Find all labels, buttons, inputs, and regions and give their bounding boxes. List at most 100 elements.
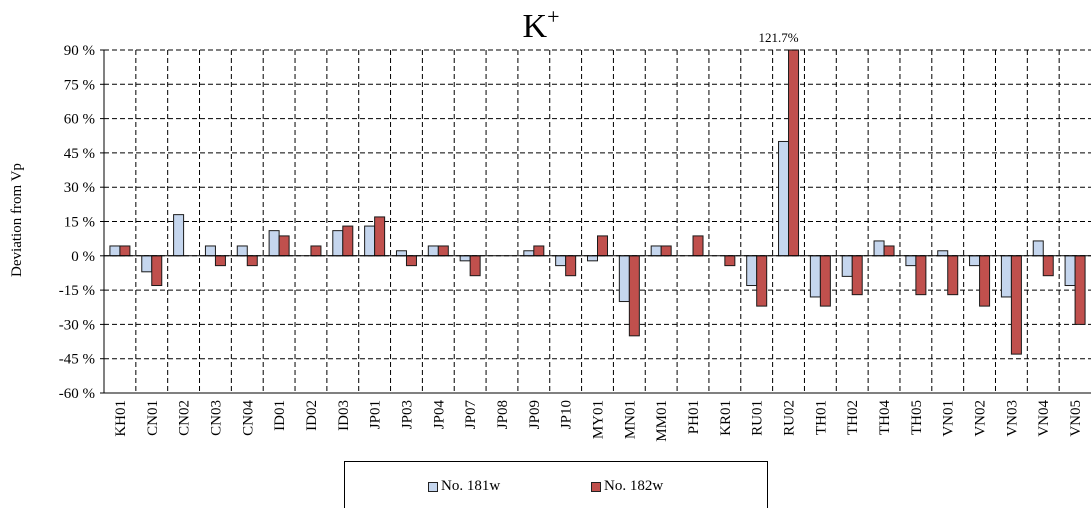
x-tick-label: PH01	[686, 400, 702, 434]
x-tick-label: VN01	[941, 400, 957, 437]
bar	[650, 245, 662, 257]
bar	[969, 255, 981, 267]
y-tick-label: 30 %	[64, 180, 95, 196]
x-tick-label: JP08	[495, 400, 511, 429]
chart-title: K+	[523, 4, 560, 45]
bar	[469, 255, 481, 277]
bar	[819, 255, 831, 307]
grid	[104, 49, 1091, 393]
legend: No. 181w No. 182w	[344, 461, 768, 508]
bar	[1032, 240, 1044, 257]
x-tick-label: KH01	[113, 400, 129, 437]
y-tick-label: 90 %	[64, 43, 95, 59]
bar	[618, 255, 630, 303]
labels: -60 % -45 % -30 % -15 % 0 % 15 % 30 % 45 % 60 % 7…	[59, 30, 1084, 442]
legend-label-182w: No. 182w	[604, 478, 664, 494]
data-label-annotation: 121.7%	[758, 30, 798, 45]
x-tick-label: MN01	[622, 400, 638, 439]
bar	[236, 245, 248, 257]
x-tick-label: TH01	[813, 400, 829, 435]
bar	[883, 245, 895, 257]
x-tick-label: VN04	[1036, 400, 1052, 437]
bars	[109, 49, 1086, 355]
x-tick-label: KR01	[718, 400, 734, 436]
bar	[915, 255, 927, 296]
bar	[204, 245, 216, 257]
bar	[1042, 255, 1054, 277]
bar	[109, 245, 121, 257]
y-tick-label: -60 %	[59, 386, 95, 402]
x-tick-label: CN03	[208, 400, 224, 436]
bar	[1064, 255, 1076, 287]
bar	[756, 255, 768, 307]
bar	[660, 245, 672, 257]
bar	[724, 255, 736, 267]
y-tick-label: 60 %	[64, 112, 95, 128]
x-tick-label: JP03	[399, 400, 415, 429]
legend-item-181w: No. 181w	[428, 478, 500, 495]
x-tick-label: JP09	[527, 400, 543, 429]
x-tick-label: TH02	[845, 400, 861, 435]
x-tick-label: JP10	[559, 400, 575, 429]
bar	[597, 235, 608, 257]
bar	[364, 225, 376, 257]
bar	[1000, 255, 1012, 298]
x-tick-label: CN02	[177, 400, 193, 436]
bar	[310, 245, 322, 257]
bar	[342, 225, 354, 257]
bar	[841, 255, 853, 277]
bar	[278, 235, 290, 257]
x-tick-label: TH05	[909, 400, 925, 435]
bar	[523, 250, 535, 257]
bar	[555, 255, 567, 267]
y-tick-label: -15 %	[59, 283, 95, 299]
bar	[937, 250, 949, 257]
bar	[533, 245, 545, 257]
x-tick-label: MM01	[654, 400, 670, 442]
bar	[214, 255, 226, 267]
x-tick-label: ID01	[272, 400, 288, 431]
x-tick-label: RU01	[750, 400, 766, 436]
y-tick-label: -30 %	[59, 317, 95, 333]
x-tick-label: JP07	[463, 400, 479, 430]
bar	[1010, 255, 1022, 355]
bar	[246, 255, 258, 267]
bar	[851, 255, 863, 296]
bar	[788, 49, 800, 257]
legend-swatch-182w	[591, 481, 601, 492]
y-tick-label: 75 %	[64, 77, 95, 93]
x-tick-label: CN04	[240, 400, 256, 436]
x-tick-label: MY01	[591, 400, 607, 439]
y-tick-label: 15 %	[64, 215, 95, 231]
bar	[628, 255, 640, 337]
x-tick-label: RU02	[782, 400, 798, 436]
x-tick-label: VN02	[973, 400, 989, 437]
y-tick-label: 45 %	[64, 146, 95, 162]
bar	[873, 240, 885, 257]
x-tick-label: VN03	[1004, 400, 1020, 437]
y-tick-label: -45 %	[59, 352, 95, 368]
bar	[809, 255, 821, 298]
bar	[565, 255, 577, 277]
bar	[587, 255, 598, 262]
x-tick-label: JP01	[368, 400, 384, 429]
bar	[692, 235, 704, 257]
bar	[395, 250, 407, 257]
bar	[268, 230, 280, 257]
bar	[151, 255, 163, 287]
y-tick-label: 0 %	[71, 249, 95, 265]
bar	[405, 255, 417, 267]
legend-swatch-181w	[428, 481, 438, 492]
x-tick-label: TH04	[877, 400, 893, 435]
bar	[459, 255, 471, 262]
legend-label-181w: No. 181w	[441, 478, 501, 494]
bar	[437, 245, 449, 257]
axes	[100, 49, 1091, 394]
x-tick-label: VN05	[1068, 400, 1084, 437]
x-tick-label: CN01	[145, 400, 161, 436]
bar	[427, 245, 439, 257]
bar	[1074, 255, 1086, 325]
bar	[332, 230, 344, 257]
bar	[778, 140, 790, 257]
